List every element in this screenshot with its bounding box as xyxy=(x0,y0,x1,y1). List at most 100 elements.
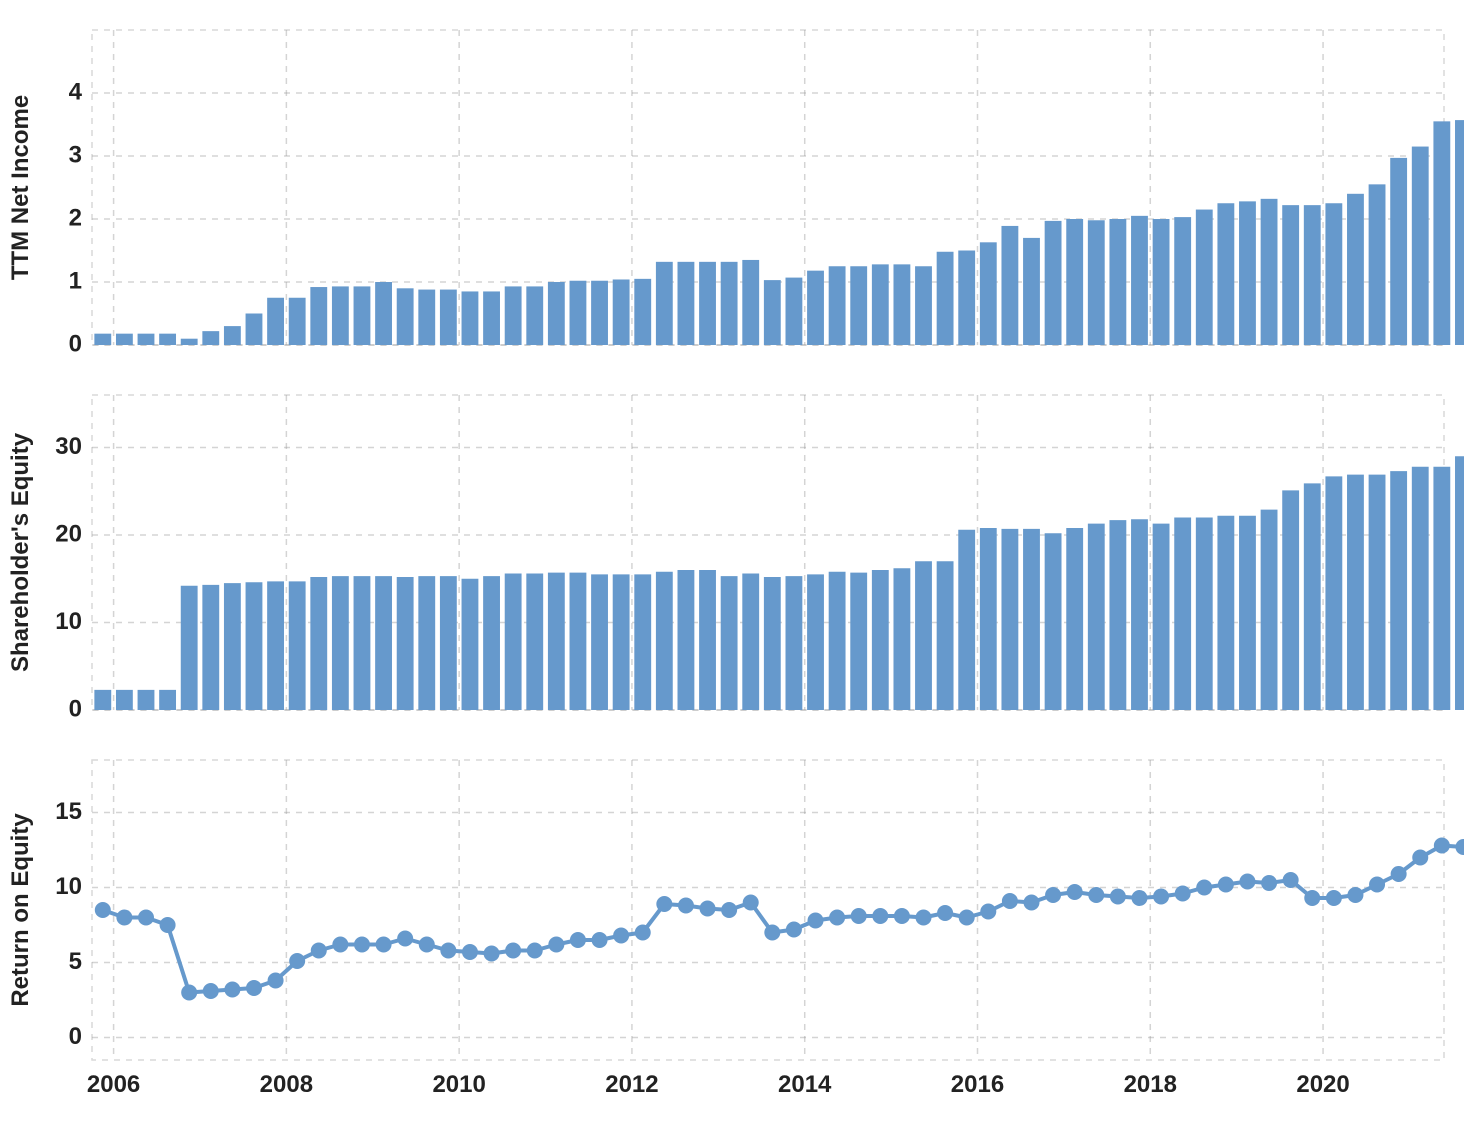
bar xyxy=(267,581,284,710)
marker xyxy=(246,980,262,996)
bar xyxy=(807,271,824,345)
marker xyxy=(332,937,348,953)
marker xyxy=(268,973,284,989)
bar xyxy=(1304,483,1321,710)
marker xyxy=(138,910,154,926)
bar xyxy=(1282,490,1299,710)
bar xyxy=(1066,528,1083,710)
x-tick-label: 2012 xyxy=(605,1071,658,1098)
bar xyxy=(1196,210,1213,345)
bar xyxy=(872,264,889,345)
bar xyxy=(1455,120,1464,345)
bar xyxy=(289,581,306,710)
marker xyxy=(160,917,176,933)
bar xyxy=(807,574,824,710)
marker xyxy=(1110,889,1126,905)
bar xyxy=(591,281,608,345)
y-tick-label: 5 xyxy=(69,948,82,975)
bar xyxy=(397,288,414,345)
marker xyxy=(959,910,975,926)
marker xyxy=(1045,887,1061,903)
bar xyxy=(332,576,349,710)
x-tick-label: 2014 xyxy=(778,1071,832,1098)
marker xyxy=(311,943,327,959)
bar xyxy=(397,577,414,710)
marker xyxy=(1218,877,1234,893)
bar xyxy=(310,287,327,345)
marker xyxy=(484,946,500,962)
bar xyxy=(1433,121,1450,345)
bar xyxy=(526,574,543,711)
bar xyxy=(548,282,565,345)
bar xyxy=(1109,520,1126,710)
marker xyxy=(527,943,543,959)
marker xyxy=(570,932,586,948)
bar xyxy=(591,574,608,710)
bar xyxy=(202,585,219,710)
marker xyxy=(980,904,996,920)
bar xyxy=(526,286,543,345)
bar xyxy=(202,331,219,345)
bar xyxy=(872,570,889,710)
marker xyxy=(1088,887,1104,903)
y-tick-label: 10 xyxy=(55,873,82,900)
bar xyxy=(1455,456,1464,710)
marker xyxy=(505,943,521,959)
bar xyxy=(1261,199,1278,345)
bar xyxy=(246,314,263,346)
bar xyxy=(570,573,587,710)
y-axis-title: Return on Equity xyxy=(7,813,34,1007)
marker xyxy=(1455,839,1464,855)
bar xyxy=(354,286,371,345)
bar xyxy=(742,260,759,345)
bar xyxy=(1001,529,1018,710)
bar xyxy=(570,281,587,345)
marker xyxy=(376,937,392,953)
bar xyxy=(656,262,673,345)
bar xyxy=(224,583,241,710)
bar xyxy=(181,339,198,345)
bar xyxy=(937,561,954,710)
bar xyxy=(548,573,565,710)
bar xyxy=(116,334,133,345)
bar xyxy=(483,576,500,710)
y-axis-title: TTM Net Income xyxy=(7,95,34,280)
bar xyxy=(634,574,651,710)
bar xyxy=(505,574,522,711)
marker xyxy=(1002,893,1018,909)
marker xyxy=(1369,877,1385,893)
bar xyxy=(893,264,910,345)
marker xyxy=(1131,890,1147,906)
marker xyxy=(743,895,759,911)
marker xyxy=(1347,887,1363,903)
bar xyxy=(678,262,695,345)
y-tick-label: 30 xyxy=(55,433,82,460)
bar xyxy=(1347,475,1364,710)
bar xyxy=(375,576,392,710)
marker xyxy=(1412,850,1428,866)
bar xyxy=(1153,219,1170,345)
bar xyxy=(699,570,716,710)
bar xyxy=(958,251,975,346)
return_on_equity-panel: 051015Return on Equity xyxy=(7,760,1464,1060)
bar xyxy=(1174,518,1191,711)
bar xyxy=(613,574,630,710)
bar xyxy=(829,266,846,345)
bar xyxy=(1088,524,1105,710)
x-tick-label: 2016 xyxy=(951,1071,1004,1098)
multi-panel-chart: 01234TTM Net Income0102030Shareholder's … xyxy=(0,0,1464,1128)
y-tick-label: 10 xyxy=(55,608,82,635)
bar xyxy=(246,582,263,710)
bar xyxy=(1153,524,1170,710)
bar xyxy=(613,279,630,345)
bar xyxy=(1282,205,1299,345)
marker xyxy=(1391,866,1407,882)
marker xyxy=(872,908,888,924)
bar xyxy=(980,242,997,345)
bar xyxy=(785,576,802,710)
bar xyxy=(375,282,392,345)
bar xyxy=(1261,510,1278,710)
bar xyxy=(354,576,371,710)
bar xyxy=(138,334,155,345)
bar xyxy=(462,291,479,345)
